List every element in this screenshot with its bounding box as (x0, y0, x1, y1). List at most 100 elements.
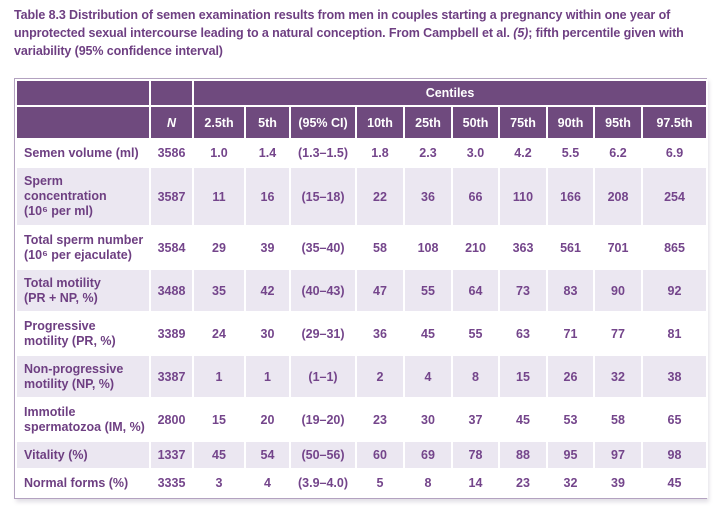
n-value: 3488 (149, 268, 194, 313)
row-label-line: Non-progressive (24, 361, 124, 376)
table-row: Total motility (PR + NP, %) 3488 35 42 (40–43… (15, 268, 709, 313)
cell-value: 15 (192, 397, 246, 442)
n-value: 3389 (149, 311, 194, 356)
n-value: 3335 (149, 468, 194, 498)
cell-value: 55 (403, 268, 453, 313)
cell-value: 32 (593, 354, 643, 399)
empty-header-cell (15, 105, 151, 140)
cell-value: (1.3–1.5) (289, 138, 357, 168)
row-label-line: Vitality (%) (24, 447, 88, 462)
row-label-line: Normal forms (%) (24, 475, 129, 490)
column-header: 5th (244, 105, 291, 140)
table-row: Sperm concentration (10⁶ per ml) 3587 11 16 (1… (15, 166, 709, 227)
table-row: Immotile spermatozoa (IM, %) 2800 15 20 (19–2… (15, 397, 709, 442)
table-row: Non-progressive motility (NP, %) 3387 1 1 (1–… (15, 354, 709, 399)
cell-value: 363 (498, 225, 548, 270)
table-header: Centiles N 2.5th 5th (95% CI) 10th 25th … (15, 79, 709, 140)
cell-value: 208 (593, 166, 643, 227)
cell-value: 166 (546, 166, 595, 227)
n-column-header: N (149, 105, 194, 140)
cell-value: 1 (192, 354, 246, 399)
cell-value: (29–31) (289, 311, 357, 356)
empty-header-cell (149, 79, 194, 107)
cell-value: 66 (451, 166, 500, 227)
header-row-centiles: Centiles (15, 79, 709, 107)
cell-value: 55 (451, 311, 500, 356)
row-label-line: Semen volume (ml) (24, 145, 139, 160)
cell-value: 561 (546, 225, 595, 270)
cell-value: 20 (244, 397, 291, 442)
cell-value: 30 (403, 397, 453, 442)
row-label-line: Progressive (24, 318, 96, 333)
column-header: 50th (451, 105, 500, 140)
row-label-line: spermatozoa (IM, %) (24, 419, 145, 434)
cell-value: 81 (640, 311, 709, 356)
caption-reference: (5) (513, 26, 529, 40)
table-row: Normal forms (%) 3335 3 4 (3.9–4.0) 5 8 14 23 32 3… (15, 468, 709, 498)
n-value: 3584 (149, 225, 194, 270)
cell-value: 69 (403, 440, 453, 470)
table-row: Vitality (%) 1337 45 54 (50–56) 60 69 78 88 95 97 9… (15, 440, 709, 470)
cell-value: 11 (192, 166, 246, 227)
cell-value: 64 (451, 268, 500, 313)
cell-value: (15–18) (289, 166, 357, 227)
cell-value: 35 (192, 268, 246, 313)
cell-value: 2 (355, 354, 405, 399)
cell-value: 53 (546, 397, 595, 442)
cell-value: 63 (498, 311, 548, 356)
cell-value: 22 (355, 166, 405, 227)
cell-value: 4 (244, 468, 291, 498)
cell-value: 37 (451, 397, 500, 442)
cell-value: 6.9 (640, 138, 709, 168)
cell-value: 3 (192, 468, 246, 498)
cell-value: 39 (244, 225, 291, 270)
cell-value: 1 (244, 354, 291, 399)
cell-value: 4.2 (498, 138, 548, 168)
cell-value: 92 (640, 268, 709, 313)
cell-value: 60 (355, 440, 405, 470)
row-label: Total motility (PR + NP, %) (15, 268, 151, 313)
cell-value: 110 (498, 166, 548, 227)
cell-value: 254 (640, 166, 709, 227)
row-label-line: (10⁶ per ml) (24, 204, 93, 218)
n-value: 3387 (149, 354, 194, 399)
cell-value: 210 (451, 225, 500, 270)
cell-value: 97 (593, 440, 643, 470)
column-header: 75th (498, 105, 548, 140)
row-label-line: Total motility (24, 275, 101, 290)
cell-value: 3.0 (451, 138, 500, 168)
column-header: 90th (546, 105, 595, 140)
row-label-line: (PR + NP, %) (24, 290, 98, 305)
semen-results-table: Centiles N 2.5th 5th (95% CI) 10th 25th … (14, 78, 709, 499)
row-label-line: (10⁶ per ejaculate) (24, 247, 132, 262)
caption-text-after: ; fifth percentile given with variabilit… (14, 26, 684, 58)
cell-value: 36 (355, 311, 405, 356)
cell-value: 98 (640, 440, 709, 470)
cell-value: (19–20) (289, 397, 357, 442)
cell-value: 23 (355, 397, 405, 442)
cell-value: (3.9–4.0) (289, 468, 357, 498)
column-header: 25th (403, 105, 453, 140)
centiles-header: Centiles (191, 79, 709, 107)
cell-value: 865 (640, 225, 709, 270)
row-label: Progressive motility (PR, %) (15, 311, 151, 356)
cell-value: 1.4 (244, 138, 291, 168)
column-header: (95% CI) (289, 105, 357, 140)
cell-value: 36 (403, 166, 453, 227)
cell-value: 45 (498, 397, 548, 442)
row-label-line: Sperm (24, 174, 63, 188)
cell-value: 29 (192, 225, 246, 270)
cell-value: 108 (403, 225, 453, 270)
row-label: Vitality (%) (15, 440, 151, 470)
cell-value: 8 (451, 354, 500, 399)
column-header: 2.5th (192, 105, 246, 140)
cell-value: 42 (244, 268, 291, 313)
cell-value: 58 (355, 225, 405, 270)
cell-value: 73 (498, 268, 548, 313)
cell-value: 88 (498, 440, 548, 470)
cell-value: 77 (593, 311, 643, 356)
cell-value: 24 (192, 311, 246, 356)
cell-value: 5 (355, 468, 405, 498)
cell-value: 14 (451, 468, 500, 498)
